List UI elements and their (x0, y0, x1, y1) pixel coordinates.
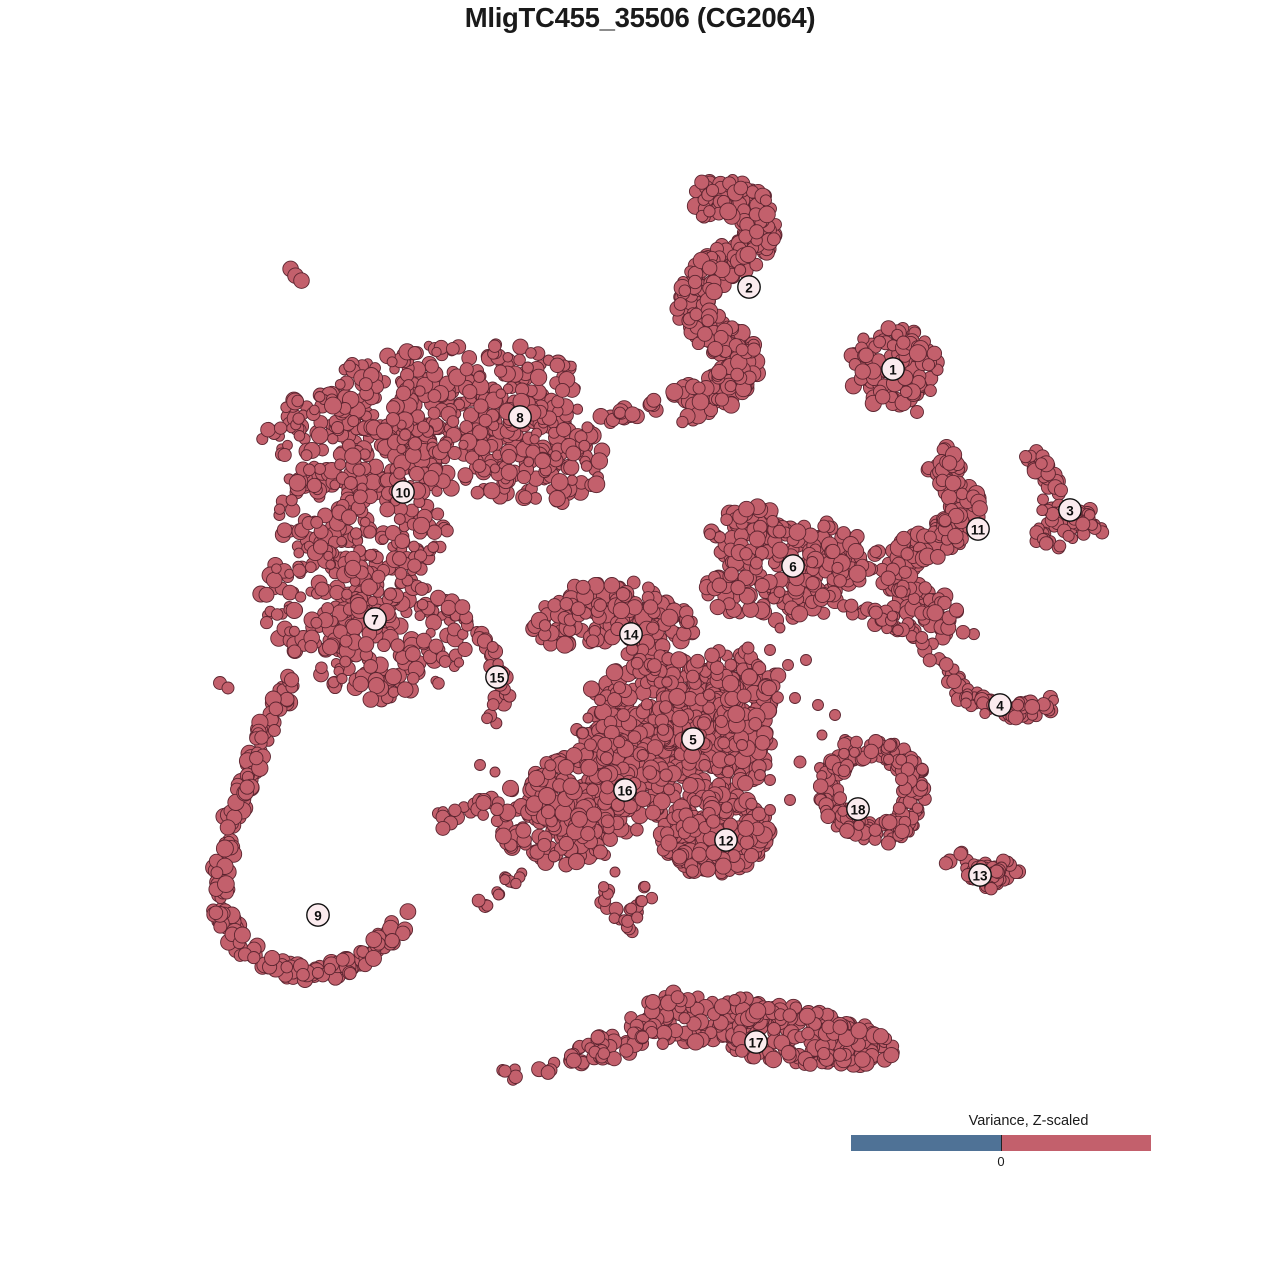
svg-text:11: 11 (971, 523, 986, 538)
svg-text:16: 16 (617, 784, 633, 799)
svg-text:15: 15 (489, 671, 505, 686)
svg-text:5: 5 (689, 733, 697, 748)
svg-text:17: 17 (748, 1036, 763, 1051)
svg-text:6: 6 (789, 560, 797, 575)
svg-text:8: 8 (516, 411, 524, 426)
svg-text:7: 7 (371, 613, 379, 628)
svg-text:4: 4 (996, 699, 1004, 714)
svg-text:12: 12 (718, 834, 733, 849)
svg-text:9: 9 (314, 909, 322, 924)
svg-text:2: 2 (745, 281, 753, 296)
svg-text:1: 1 (889, 363, 897, 378)
svg-text:10: 10 (395, 486, 410, 501)
svg-text:13: 13 (972, 869, 988, 884)
svg-text:14: 14 (623, 628, 639, 643)
svg-text:3: 3 (1066, 504, 1074, 519)
svg-text:18: 18 (850, 803, 866, 818)
